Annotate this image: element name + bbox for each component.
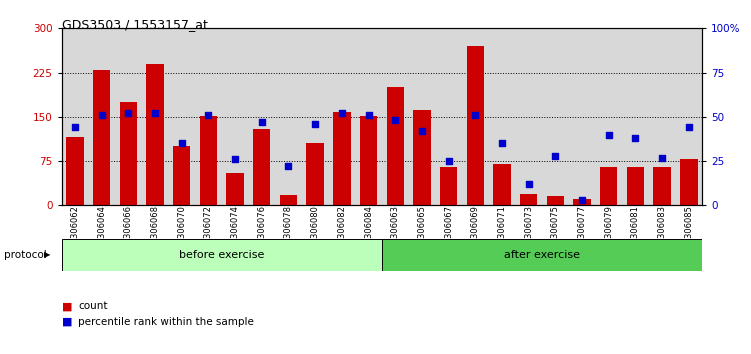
Text: percentile rank within the sample: percentile rank within the sample	[78, 317, 254, 327]
Bar	[62, 239, 382, 271]
Bar	[93, 70, 110, 205]
Bar	[226, 173, 244, 205]
Bar	[547, 196, 564, 205]
Point	[496, 141, 508, 146]
Bar	[653, 167, 671, 205]
Bar	[436, 28, 462, 205]
Point	[442, 158, 454, 164]
Bar	[280, 195, 297, 205]
Point	[229, 156, 241, 162]
Bar	[275, 28, 302, 205]
Text: ■: ■	[62, 301, 72, 311]
Bar	[409, 28, 436, 205]
Bar	[66, 137, 83, 205]
Point	[550, 153, 562, 159]
Bar	[489, 28, 515, 205]
Point	[656, 155, 668, 160]
Point	[309, 121, 321, 127]
Bar	[440, 167, 457, 205]
Bar	[627, 167, 644, 205]
Bar	[413, 110, 430, 205]
Bar	[493, 164, 511, 205]
Point	[122, 110, 134, 116]
Bar	[675, 28, 702, 205]
Point	[389, 118, 401, 123]
Point	[363, 112, 375, 118]
Bar	[195, 28, 222, 205]
Point	[603, 132, 615, 137]
Bar	[649, 28, 675, 205]
Text: GDS3503 / 1553157_at: GDS3503 / 1553157_at	[62, 18, 207, 31]
Text: ■: ■	[62, 317, 72, 327]
Text: count: count	[78, 301, 107, 311]
Bar	[173, 146, 190, 205]
Bar	[466, 46, 484, 205]
Bar	[253, 129, 270, 205]
Bar	[622, 28, 649, 205]
Bar	[249, 28, 275, 205]
Bar	[333, 112, 351, 205]
Bar	[302, 28, 328, 205]
Bar	[515, 28, 542, 205]
Bar	[542, 28, 569, 205]
Point	[282, 164, 294, 169]
Point	[176, 141, 188, 146]
Bar	[569, 28, 596, 205]
Bar	[680, 159, 698, 205]
Point	[523, 181, 535, 187]
Bar	[360, 116, 377, 205]
Bar	[142, 28, 168, 205]
Point	[202, 112, 214, 118]
Bar	[387, 87, 404, 205]
Point	[149, 110, 161, 116]
Bar	[62, 28, 89, 205]
Bar	[600, 167, 617, 205]
Bar	[520, 194, 538, 205]
Point	[256, 119, 268, 125]
Bar	[306, 143, 324, 205]
Bar	[89, 28, 115, 205]
Bar	[382, 28, 409, 205]
Text: after exercise: after exercise	[504, 250, 580, 260]
Bar	[574, 199, 591, 205]
Bar	[222, 28, 249, 205]
Bar	[119, 102, 137, 205]
Point	[95, 112, 107, 118]
Bar	[596, 28, 622, 205]
Point	[336, 110, 348, 116]
Point	[469, 112, 481, 118]
Bar	[355, 28, 382, 205]
Bar	[146, 64, 164, 205]
Bar	[115, 28, 142, 205]
Bar	[200, 116, 217, 205]
Point	[629, 135, 641, 141]
Bar	[328, 28, 355, 205]
Bar	[462, 28, 489, 205]
Text: protocol: protocol	[4, 250, 47, 260]
Text: before exercise: before exercise	[179, 250, 264, 260]
Point	[683, 125, 695, 130]
Point	[69, 125, 81, 130]
Bar	[382, 239, 702, 271]
Point	[576, 197, 588, 203]
Text: ▶: ▶	[44, 250, 50, 259]
Bar	[168, 28, 195, 205]
Point	[416, 128, 428, 134]
